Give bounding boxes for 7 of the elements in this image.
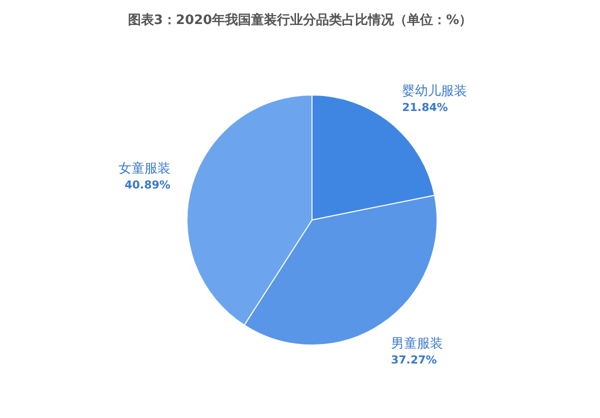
data-label: 40.89% xyxy=(124,178,170,192)
slice-label: 女童服装 xyxy=(118,160,170,176)
slice-label: 男童服装 xyxy=(391,336,444,352)
slice-label: 婴幼儿服装 xyxy=(402,84,468,99)
data-label: 21.84% xyxy=(402,100,448,114)
chart-title: 图表3：2020年我国童装行业分品类占比情况（单位：%） xyxy=(128,12,472,28)
data-label: 37.27% xyxy=(391,354,437,367)
